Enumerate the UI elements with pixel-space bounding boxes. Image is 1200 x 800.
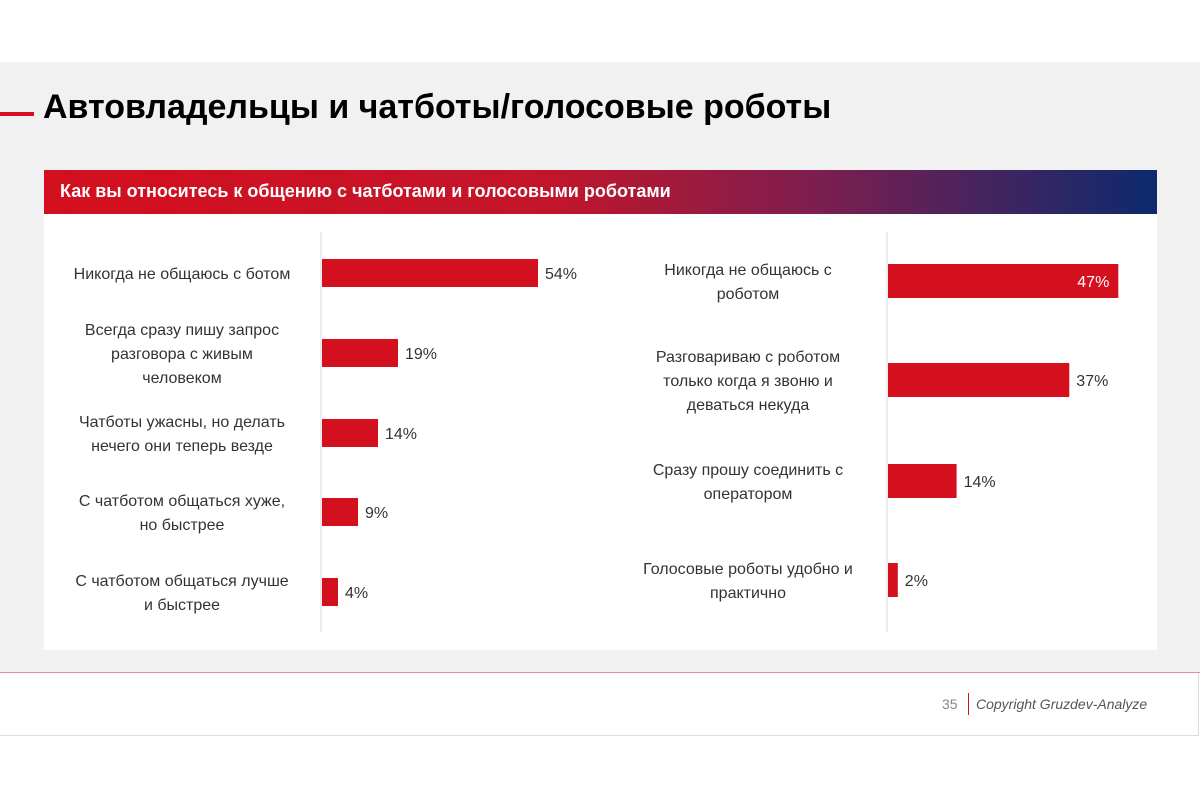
chart-2-value-label: 2%	[905, 573, 928, 590]
chart-2-value-label: 14%	[964, 474, 996, 491]
footer	[0, 673, 1199, 736]
title-accent-bar	[0, 112, 34, 116]
chart-1-category-label: Всегда сразу пишу запрос разговора с живы…	[85, 322, 279, 387]
chart-2-value-label: 47%	[1077, 274, 1109, 291]
footer-separator	[968, 693, 969, 715]
chart-2-category-label: Разговариваю с роботом только когда я зво…	[656, 349, 840, 414]
chart-2-bar	[888, 363, 1070, 397]
chart-2-category-label: Голосовые роботы удобно и практично	[643, 561, 853, 602]
chart-1-bar	[322, 578, 338, 606]
chart-1-bar	[322, 339, 398, 367]
copyright-text: Copyright Gruzdev-Analyze	[976, 696, 1148, 712]
chart-panel	[44, 170, 1157, 650]
chart-2-value-label: 37%	[1076, 373, 1108, 390]
chart-1-value-label: 4%	[345, 585, 368, 602]
chart-1-category-label: С чатботом общаться хуже, но быстрее	[79, 493, 285, 534]
chart-1-value-label: 9%	[365, 505, 388, 522]
chart-1-bar	[322, 498, 358, 526]
chart-2-category-label: Никогда не общаюсь с роботом	[664, 262, 831, 303]
chart-1-bar	[322, 259, 538, 287]
footer-divider	[0, 672, 1200, 673]
question-banner: Как вы относитесь к общению с чатботами …	[44, 170, 1157, 214]
chart-1-value-label: 54%	[545, 266, 577, 283]
chart-1-category-label: Никогда не общаюсь с ботом	[74, 266, 291, 283]
question-text: Как вы относитесь к общению с чатботами …	[60, 181, 671, 201]
chart-1-bar	[322, 419, 378, 447]
chart-2-bar	[888, 264, 1119, 298]
chart-1-value-label: 19%	[405, 346, 437, 363]
page-title: Автовладельцы и чатботы/голосовые роботы	[43, 88, 832, 126]
chart-1-category-label: С чатботом общаться лучше и быстрее	[75, 573, 288, 614]
chart-1-category-label: Чатботы ужасны, но делать нечего они тепе…	[79, 414, 285, 455]
chart-2-bar	[888, 563, 898, 597]
chart-2-bar	[888, 464, 957, 498]
chart-2-category-label: Сразу прошу соединить с оператором	[653, 462, 843, 503]
chart-1-value-label: 14%	[385, 426, 417, 443]
page-number: 35	[942, 696, 958, 712]
